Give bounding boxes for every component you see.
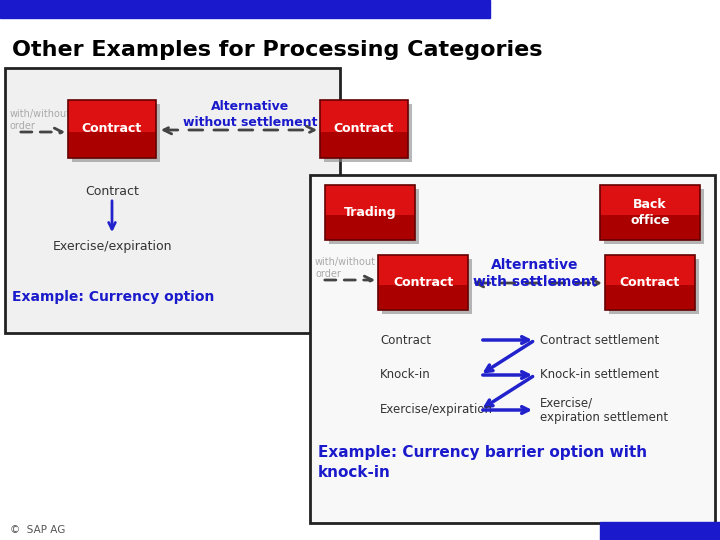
Bar [605,255,695,310]
Text: Contract: Contract [82,123,142,136]
Bar [0,0,490,18]
Text: Example: Currency option: Example: Currency option [12,290,215,304]
Text: with/without
order: with/without order [315,257,376,279]
Text: Knock-in: Knock-in [380,368,431,381]
Bar [378,255,468,310]
Bar [325,185,415,240]
Text: Exercise/expiration: Exercise/expiration [380,403,493,416]
Text: Back
office: Back office [630,199,670,226]
Bar [72,104,160,162]
Text: Trading: Trading [343,206,396,219]
Bar [609,259,699,314]
Bar [320,100,408,132]
Bar [600,185,700,215]
Text: with/without
order: with/without order [10,109,71,131]
Text: Contract: Contract [620,276,680,289]
Text: Knock-in settlement: Knock-in settlement [540,368,659,381]
Bar [378,255,468,285]
Text: Other Examples for Processing Categories: Other Examples for Processing Categories [12,40,542,60]
Text: Alternative
without settlement: Alternative without settlement [183,100,318,129]
Bar [378,255,468,310]
Bar [329,189,419,244]
Text: Contract settlement: Contract settlement [540,334,660,347]
Text: Contract: Contract [85,185,139,198]
Bar [5,68,340,333]
Text: Alternative
with settlement: Alternative with settlement [473,258,597,289]
Bar [325,185,415,240]
Bar [68,100,156,132]
Bar [600,185,700,240]
Bar [324,104,412,162]
Text: Exercise/expiration: Exercise/expiration [53,240,172,253]
Bar [604,189,704,244]
Text: ©  SAP AG: © SAP AG [10,525,66,535]
Bar [600,522,720,540]
Bar [605,255,695,285]
Bar [605,255,695,310]
Bar [68,100,156,158]
Bar [310,175,715,523]
Bar [320,100,408,158]
Text: Exercise/
expiration settlement: Exercise/ expiration settlement [540,396,668,424]
Bar [382,259,472,314]
Text: Contract: Contract [393,276,453,289]
Bar [320,100,408,158]
Text: Example: Currency barrier option with
knock-in: Example: Currency barrier option with kn… [318,445,647,480]
Bar [600,185,700,240]
Bar [68,100,156,158]
Bar [325,185,415,215]
Text: Contract: Contract [380,334,431,347]
Text: Contract: Contract [334,123,394,136]
